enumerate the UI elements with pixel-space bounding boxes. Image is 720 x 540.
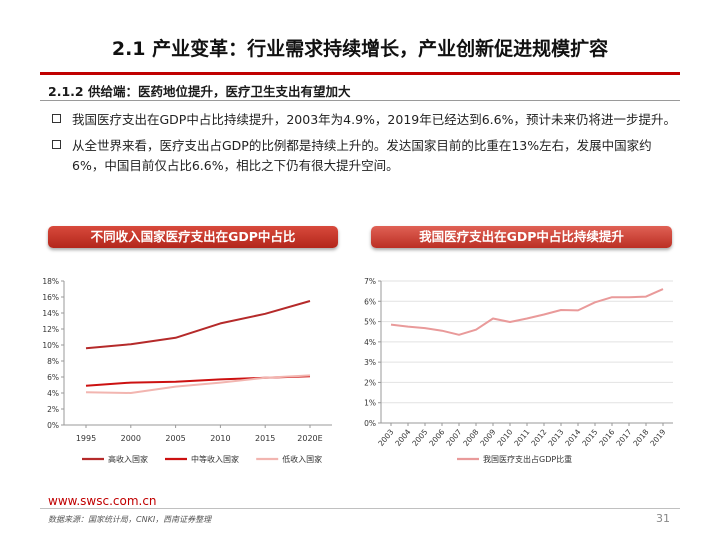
page-number: 31 [656,512,670,525]
subtitle-divider [40,100,680,101]
y-tick-label: 18% [42,277,59,286]
x-tick-label: 2016 [597,427,616,448]
y-tick-label: 4% [364,338,376,347]
x-tick-label: 2019 [648,427,667,448]
x-tick-label: 2012 [529,427,548,448]
x-tick-label: 2010 [495,427,514,448]
right-chart-banner: 我国医疗支出在GDP中占比持续提升 [371,226,672,248]
legend-label: 我国医疗支出占GDP比重 [483,454,572,464]
x-tick-label: 2014 [563,427,582,448]
y-tick-label: 0% [47,421,59,430]
x-tick-label: 2000 [121,434,141,443]
x-tick-label: 2004 [393,427,412,448]
y-tick-label: 0% [364,419,376,428]
x-tick-label: 2007 [444,427,463,448]
legend-label: 低收入国家 [282,454,322,464]
y-tick-label: 1% [364,399,376,408]
income-group-chart: 0% 2% 4% 6% 8% 10% 12% 14% 16% 18% 1995 2000 2005 201… [42,277,332,464]
y-tick-label: 3% [364,358,376,367]
y-tick-label: 6% [47,373,59,382]
legend-label: 高收入国家 [108,454,148,464]
data-source-note: 数据来源：国家统计局，CNKI，西南证券整理 [48,515,212,524]
page-title: 2.1 产业变革：行业需求持续增长，产业创新促进规模扩容 [111,38,609,60]
x-tick-label: 2010 [210,434,230,443]
y-tick-label: 2% [364,378,376,387]
y-tick-label: 5% [364,318,376,327]
legend-label: 中等收入国家 [191,454,239,464]
y-tick-label: 12% [42,325,59,334]
x-tick-label: 2006 [427,427,446,448]
x-tick-label: 2005 [410,427,429,448]
x-tick-label: 2015 [580,427,599,448]
series-line [390,288,664,336]
x-tick-label: 2013 [546,427,565,448]
x-tick-label: 2005 [165,434,185,443]
bullet-text: 从全世界来看，医疗支出占GDP的比例都是持续上升的。发达国家目前的比重在13%左… [72,138,652,173]
y-tick-label: 10% [42,341,59,350]
x-tick-label: 1995 [76,434,96,443]
y-tick-label: 8% [47,357,59,366]
title-divider [40,72,680,75]
x-tick-label: 2009 [478,427,497,448]
bullet-item: 从全世界来看，医疗支出占GDP的比例都是持续上升的。发达国家目前的比重在13%左… [52,136,682,176]
y-tick-label: 6% [364,297,376,306]
x-tick-label: 2020E [297,434,322,443]
x-tick-label: 2011 [512,427,531,448]
y-tick-label: 7% [364,277,376,286]
footer-divider [40,508,680,509]
series-line [85,300,311,350]
series-line [85,374,311,394]
y-tick-label: 2% [47,405,59,414]
x-tick-label: 2003 [376,427,395,448]
bullet-list: 我国医疗支出在GDP中占比持续提升，2003年为4.9%，2019年已经达到6.… [52,110,682,182]
y-tick-label: 14% [42,309,59,318]
x-tick-label: 2008 [461,427,480,448]
footer-url[interactable]: www.swsc.com.cn [48,494,157,508]
china-health-share-chart: 0% 1% 2% 3% 4% 5% 6% 7% 200320042005200620072008… [364,277,673,464]
y-tick-label: 4% [47,389,59,398]
x-tick-label: 2018 [631,427,650,448]
x-tick-label: 2017 [614,427,633,448]
section-subtitle: 2.1.2 供给端：医药地位提升，医疗卫生支出有望加大 [48,84,351,99]
left-chart-banner: 不同收入国家医疗支出在GDP中占比 [48,226,338,248]
bullet-text: 我国医疗支出在GDP中占比持续提升，2003年为4.9%，2019年已经达到6.… [72,112,676,127]
square-bullet-icon [52,140,61,149]
x-tick-label: 2015 [255,434,275,443]
y-tick-label: 16% [42,293,59,302]
bullet-item: 我国医疗支出在GDP中占比持续提升，2003年为4.9%，2019年已经达到6.… [52,110,682,130]
square-bullet-icon [52,114,61,123]
